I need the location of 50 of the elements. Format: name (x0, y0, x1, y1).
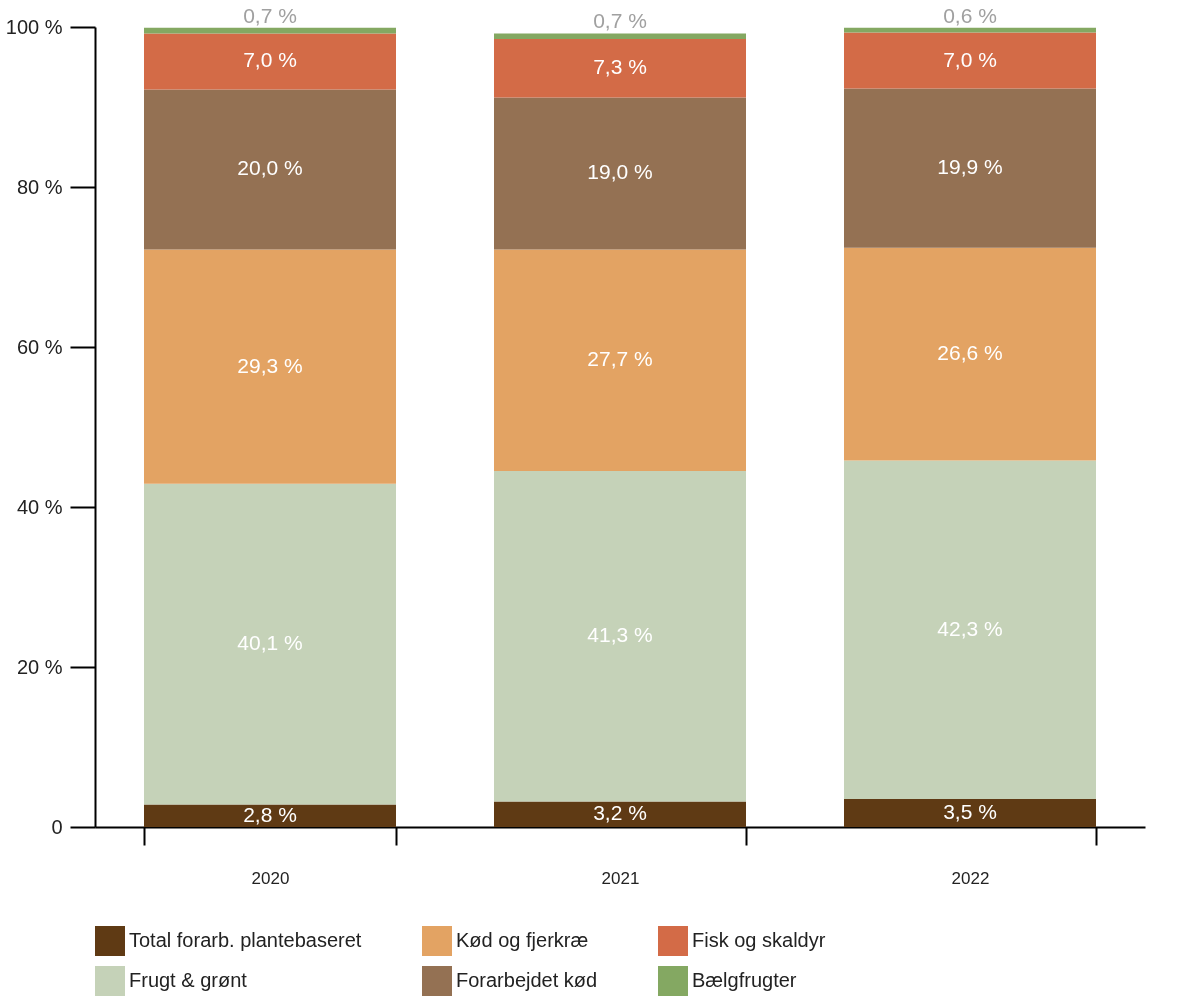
y-tick-label: 0 (51, 815, 63, 838)
bar (844, 32, 1096, 89)
bar (844, 247, 1096, 461)
data-label: 0,6 % (943, 3, 997, 27)
data-label: 2,8 % (243, 802, 297, 826)
bar (494, 249, 746, 471)
bar (844, 27, 1096, 33)
bar (494, 471, 746, 802)
data-label: 42,3 % (937, 616, 1003, 640)
data-label: 7,0 % (243, 48, 297, 72)
data-label: 19,9 % (937, 155, 1003, 179)
y-tick-label: 60 % (16, 335, 63, 358)
legend-label: Frugt & grønt (129, 969, 248, 991)
bar (494, 801, 746, 827)
y-tick-label: 80 % (16, 175, 63, 198)
legend-label: Fisk og skaldyr (692, 929, 826, 951)
bar (144, 249, 396, 484)
x-tick-label: 2022 (951, 868, 990, 888)
bar (844, 460, 1096, 799)
bar (144, 483, 396, 805)
legend-label: Bælgfrugter (692, 969, 797, 991)
y-tick-label: 20 % (16, 655, 63, 678)
data-label: 7,3 % (593, 55, 647, 79)
legend-label: Total forarb. plantebaseret (129, 929, 362, 951)
bar (494, 39, 746, 98)
data-label: 26,6 % (937, 341, 1003, 365)
data-label: 29,3 % (237, 353, 303, 377)
data-label: 41,3 % (587, 623, 653, 647)
bar (144, 89, 396, 250)
bar (144, 804, 396, 827)
bar (844, 88, 1096, 248)
bar (494, 33, 746, 39)
legend-label: Kød og fjerkræ (456, 929, 589, 951)
data-label: 7,0 % (943, 47, 997, 71)
data-label: 40,1 % (237, 631, 303, 655)
data-label: 0,7 % (593, 9, 647, 33)
data-label: 27,7 % (587, 347, 653, 371)
bar (144, 33, 396, 90)
data-label: 19,0 % (587, 160, 653, 184)
data-label: 3,5 % (943, 800, 997, 823)
data-label: 3,2 % (593, 801, 647, 825)
legend-label: Forarbejdet kød (456, 969, 598, 991)
x-tick-label: 2021 (601, 868, 640, 888)
bar (844, 799, 1096, 827)
y-tick-label: 40 % (16, 495, 63, 518)
data-label: 0,7 % (243, 3, 297, 27)
bar (494, 97, 746, 250)
y-tick-label: 100 % (5, 15, 63, 38)
data-label: 20,0 % (237, 156, 303, 180)
x-tick-label: 2020 (251, 868, 290, 888)
